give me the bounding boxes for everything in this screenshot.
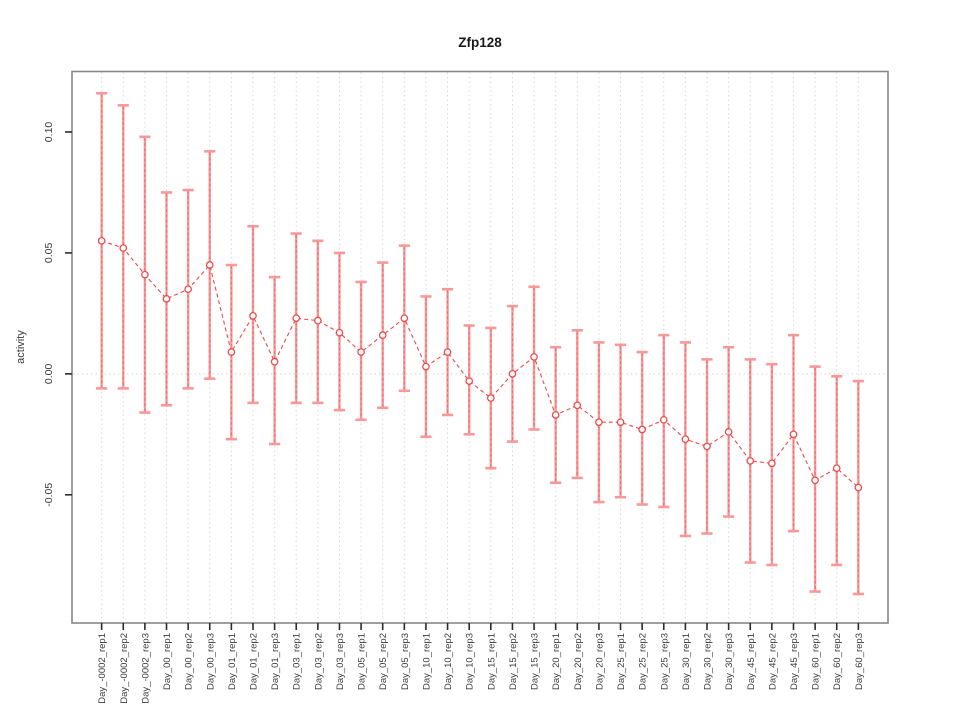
x-tick-label: Day_-0002_rep2 [119, 633, 130, 704]
x-tick-label: Day_10_rep3 [465, 633, 476, 690]
data-point [811, 476, 819, 485]
plot-box [71, 70, 889, 624]
x-tick-label: Day_00_rep1 [162, 633, 173, 690]
axis-layer [65, 70, 889, 630]
x-tick-label: Day_30_rep2 [703, 633, 714, 690]
axis-label-layer: 0.10 0.05 0.00 -0.05 Day_-0002_rep1 Day_-0002… [43, 122, 865, 704]
x-tick-label: Day_-0002_rep1 [97, 633, 108, 704]
data-point [659, 415, 668, 424]
x-tick-label: Day_10_rep2 [443, 633, 454, 690]
x-tick-label: Day_03_rep3 [335, 633, 346, 690]
x-tick-label: Day_25_rep3 [659, 633, 670, 690]
x-tick-label: Day_20_rep2 [573, 633, 584, 690]
x-tick-label: Day_25_rep1 [616, 633, 627, 690]
data-point [400, 314, 409, 323]
x-tick-label: Day_60_rep1 [811, 633, 822, 690]
data-point-layer [97, 236, 863, 492]
errorbar-layer [96, 91, 864, 596]
data-point [249, 311, 257, 320]
x-tick-label: Day_15_rep3 [530, 633, 541, 690]
x-tick-label: Day_01_rep3 [270, 633, 281, 690]
x-tick-label: Day_-0002_rep3 [140, 633, 151, 704]
data-point [768, 459, 776, 468]
data-point [832, 464, 841, 473]
x-tick-label: Day_25_rep2 [638, 633, 649, 690]
data-point [292, 314, 301, 323]
data-point [313, 316, 322, 325]
x-tick-label: Day_01_rep1 [227, 633, 238, 690]
data-point [227, 348, 236, 356]
x-tick-label: Day_03_rep1 [292, 633, 303, 690]
data-point [141, 270, 149, 279]
data-point [270, 357, 279, 366]
series-line [101, 240, 859, 488]
x-tick-label: Day_10_rep1 [421, 633, 432, 690]
data-point [573, 401, 582, 410]
gridline-layer [73, 72, 887, 622]
data-point [205, 261, 214, 269]
y-tick-label: 0.05 [43, 243, 55, 264]
data-point [595, 418, 603, 427]
data-point [638, 425, 647, 434]
data-point [162, 295, 171, 303]
x-tick-label: Day_01_rep2 [248, 633, 259, 690]
data-point [443, 348, 452, 356]
x-tick-label: Day_45_rep1 [746, 633, 757, 690]
data-point [530, 353, 538, 361]
data-point [465, 377, 474, 385]
data-point [422, 362, 430, 371]
x-tick-label: Day_60_rep3 [854, 633, 865, 690]
data-point [119, 244, 128, 252]
series-line-layer [101, 240, 859, 488]
x-tick-label: Day_15_rep1 [486, 633, 497, 690]
data-point [184, 285, 192, 294]
data-point [486, 394, 495, 402]
y-axis-title: activity [15, 330, 27, 364]
data-point [746, 457, 755, 465]
x-tick-label: Day_20_rep1 [551, 633, 562, 690]
data-point [616, 418, 625, 427]
data-point [703, 442, 711, 451]
x-tick-label: Day_05_rep3 [400, 633, 411, 690]
y-tick-label: -0.05 [43, 483, 55, 507]
x-tick-label: Day_30_rep1 [681, 633, 692, 690]
x-tick-label: Day_00_rep3 [205, 633, 216, 690]
data-point [97, 236, 106, 245]
data-point [789, 430, 798, 439]
y-tick-label: 0.00 [43, 363, 55, 384]
x-tick-label: Day_05_rep1 [357, 633, 368, 690]
y-tick-label: 0.10 [43, 122, 55, 143]
data-point [854, 483, 863, 492]
data-point [335, 328, 344, 337]
data-point [724, 428, 733, 436]
data-point [551, 411, 560, 419]
x-tick-label: Day_00_rep2 [184, 633, 195, 690]
x-tick-label: Day_60_rep2 [832, 633, 843, 690]
x-tick-label: Day_15_rep2 [508, 633, 519, 690]
chart-title: Zfp128 [458, 35, 502, 50]
data-point [378, 331, 387, 340]
x-tick-label: Day_45_rep2 [767, 633, 778, 690]
x-tick-label: Day_20_rep3 [594, 633, 605, 690]
x-tick-label: Day_45_rep3 [789, 633, 800, 690]
data-point [357, 348, 365, 356]
x-tick-label: Day_05_rep2 [378, 633, 389, 690]
x-tick-label: Day_30_rep3 [724, 633, 735, 690]
data-point [508, 370, 517, 378]
x-tick-label: Day_03_rep2 [313, 633, 324, 690]
data-point [681, 435, 690, 444]
